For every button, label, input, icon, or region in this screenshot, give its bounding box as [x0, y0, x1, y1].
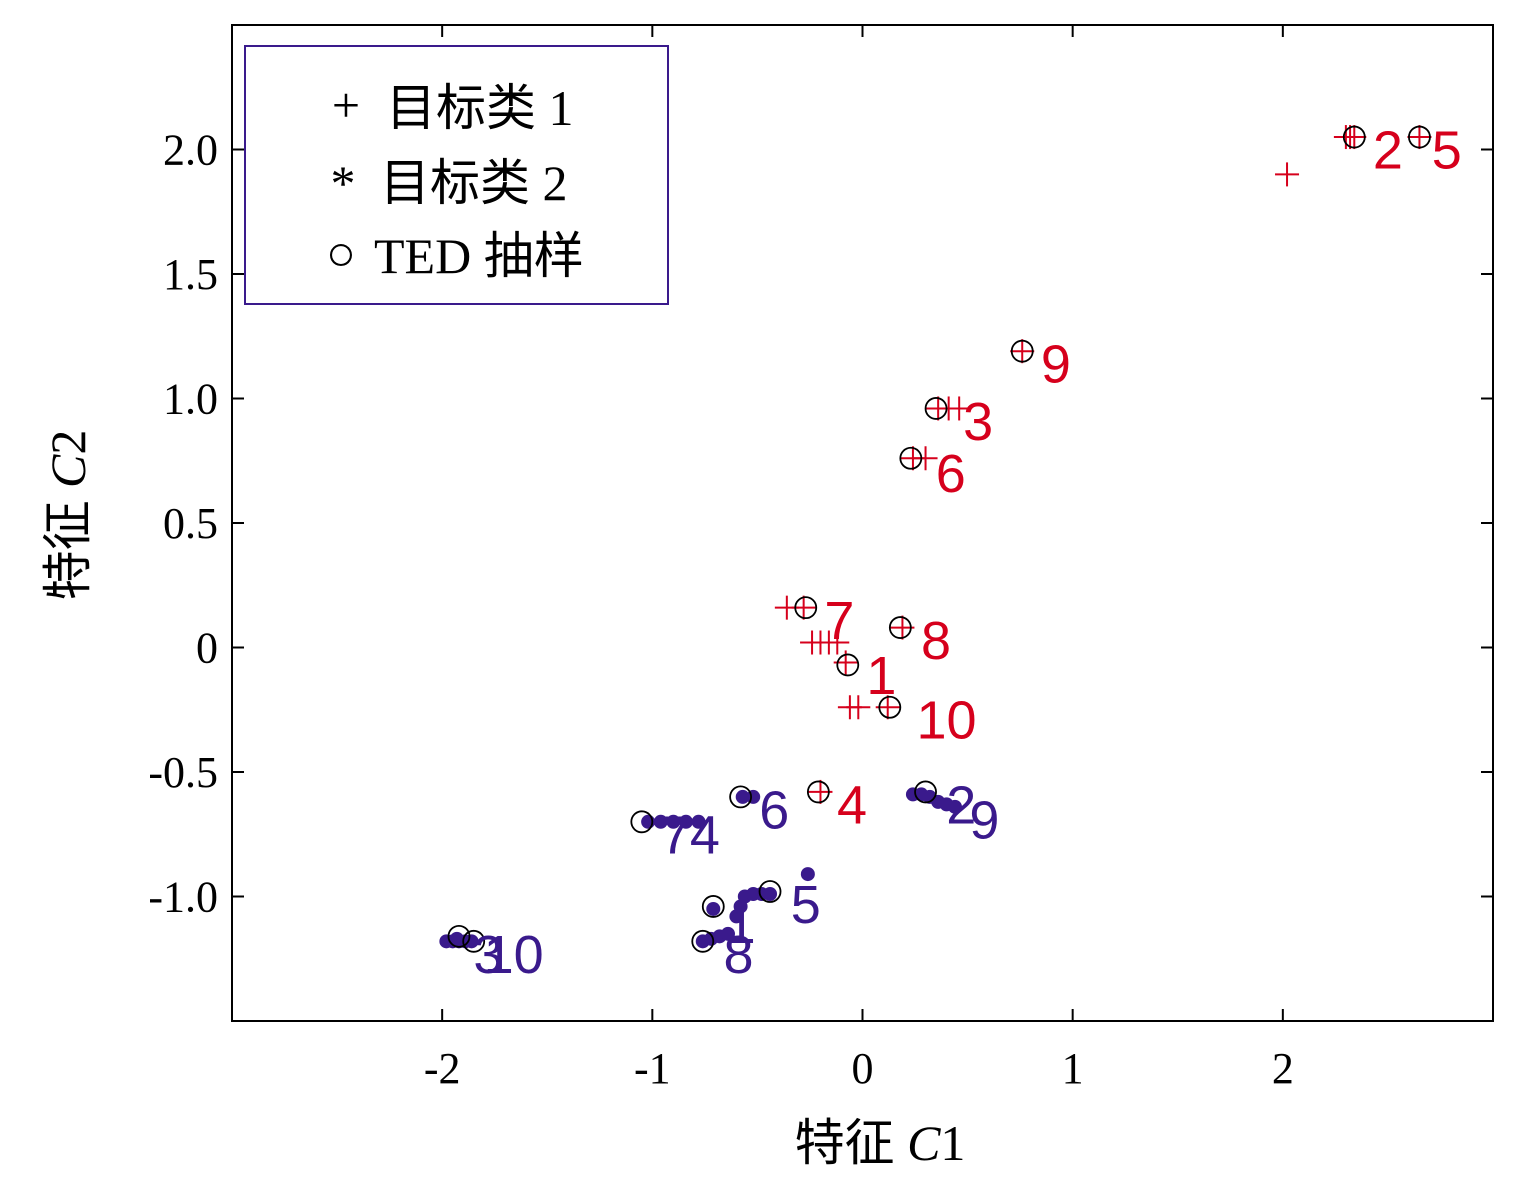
point-label: 7	[660, 805, 690, 865]
y-tick-label: 0	[196, 624, 218, 673]
point-label: 10	[917, 691, 977, 751]
ted-sample-circle-marker	[758, 880, 782, 903]
ted-sample-circle-marker	[1010, 339, 1034, 363]
x-tick-label: 0	[852, 1044, 874, 1093]
point-label: 8	[723, 925, 753, 985]
ted-sample-circle-marker	[630, 810, 654, 834]
ted-sample-circle-marker	[462, 929, 486, 953]
ted-sample-circle-marker	[729, 785, 753, 809]
point-label: 3	[473, 925, 503, 985]
class1-plus-marker	[825, 630, 850, 655]
class2-dot-marker	[947, 799, 962, 814]
y-axis-title: 特征 C2	[40, 430, 96, 601]
ted-sample-circle-marker	[836, 653, 860, 677]
legend-marker-circle-icon: ○	[326, 225, 356, 281]
point-label: 9	[1041, 335, 1071, 395]
point-label: 10	[484, 925, 544, 985]
y-tick-label: 0.5	[163, 499, 218, 548]
point-label: 5	[1432, 121, 1462, 181]
x-tick-label: -2	[424, 1044, 461, 1093]
ted-sample-circle-marker	[691, 929, 715, 953]
ted-sample-circle-marker	[1342, 125, 1366, 149]
x-axis: -2 -1 0 1 2	[424, 25, 1294, 1093]
ted-sample-circle-marker	[924, 397, 948, 420]
x-axis-title-suffix: 1	[940, 1115, 965, 1171]
y-tick-label: -1.0	[148, 873, 218, 922]
class2-dot-marker	[706, 901, 721, 916]
legend-label-class2: 目标类 2	[380, 155, 568, 211]
ted-sample-circle-marker	[899, 446, 923, 470]
class1-plus-marker	[1342, 125, 1367, 150]
point-label: 4	[690, 805, 720, 865]
y-axis-title-suffix: 2	[40, 430, 96, 455]
point-label: 6	[936, 444, 966, 504]
class2-dot-marker	[691, 814, 706, 829]
class2-dot-marker	[800, 867, 815, 882]
y-axis: -1.0 -0.5 0 0.5 1.0 1.5 2.0	[148, 126, 1493, 922]
x-tick-label: 1	[1062, 1044, 1084, 1093]
data-points	[439, 125, 1432, 953]
point-label: 6	[759, 780, 789, 840]
class1-plus-marker	[1010, 339, 1035, 364]
ted-sample-circle-marker	[888, 616, 912, 639]
legend-marker-asterisk-icon: *	[331, 155, 356, 211]
class2-dot-marker	[763, 887, 778, 902]
legend: + 目标类 1 * 目标类 2 ○ TED 抽样	[244, 45, 669, 305]
point-label: 9	[969, 790, 999, 850]
ted-sample-circle-marker	[806, 780, 830, 804]
point-label: 7	[824, 591, 854, 651]
legend-entry-class2: * 目标类 2	[331, 155, 568, 211]
class1-plus-marker	[947, 396, 972, 421]
y-axis-title-var: C	[40, 454, 96, 488]
class1-plus-marker	[913, 446, 938, 471]
point-label: 2	[946, 775, 976, 835]
ted-sample-circle-marker	[447, 924, 471, 948]
ted-sample-circle-marker	[914, 780, 937, 804]
y-axis-title-prefix: 特征	[40, 488, 96, 601]
y-tick-label: 2.0	[163, 126, 218, 175]
point-label: 2	[1373, 121, 1403, 181]
legend-entry-ted: ○ TED 抽样	[326, 225, 584, 284]
x-axis-title-prefix: 特征	[795, 1115, 908, 1171]
legend-entry-class1: + 目标类 1	[332, 77, 574, 136]
ted-sample-circle-marker	[1408, 125, 1431, 149]
point-label: 3	[963, 392, 993, 452]
point-label: 5	[791, 875, 821, 935]
y-tick-label: -0.5	[148, 748, 218, 797]
x-tick-label: 2	[1272, 1044, 1294, 1093]
ted-sample-circle-marker	[878, 695, 902, 719]
y-tick-label: 1.0	[163, 375, 218, 424]
point-label: 1	[866, 646, 896, 706]
class2-dot-marker	[449, 931, 464, 946]
point-label: 4	[837, 775, 867, 835]
point-label: 1	[726, 895, 756, 955]
class1-plus-marker	[1275, 162, 1300, 187]
class1-plus-marker	[846, 695, 871, 720]
class2-dot-marker	[720, 926, 735, 941]
legend-box	[244, 45, 669, 305]
class1-plus-marker	[1407, 125, 1432, 150]
ted-sample-circle-marker	[794, 596, 818, 620]
ted-sample-circle-marker	[701, 895, 725, 918]
class2-dot-marker	[464, 934, 479, 949]
class2-dot-marker	[735, 789, 750, 804]
x-axis-title-var: C	[907, 1115, 941, 1171]
x-tick-label: -1	[634, 1044, 671, 1093]
point-label: 8	[921, 611, 951, 671]
class2-dot-marker	[653, 814, 668, 829]
class2-dot-marker	[666, 814, 681, 829]
y-tick-label: 1.5	[163, 250, 218, 299]
legend-marker-plus-icon: +	[332, 77, 360, 133]
class2-dot-marker	[746, 789, 761, 804]
legend-label-ted: TED 抽样	[374, 228, 584, 284]
class2-dot-marker	[678, 814, 693, 829]
legend-label-class1: 目标类 1	[386, 80, 574, 136]
x-axis-title: 特征 C1	[795, 1115, 966, 1171]
